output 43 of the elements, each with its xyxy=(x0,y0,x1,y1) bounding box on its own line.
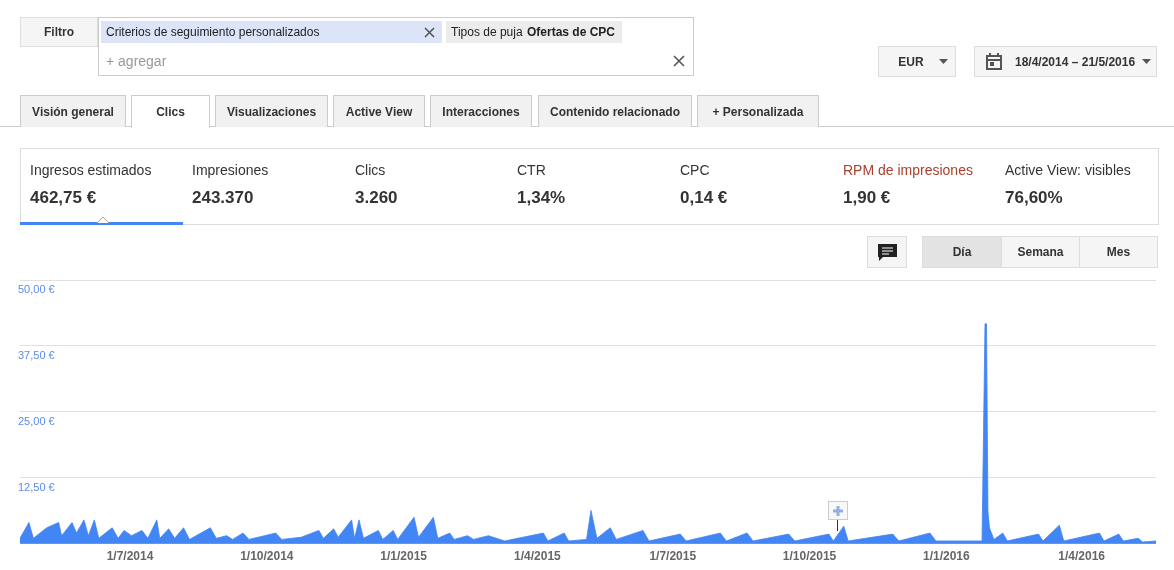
text: 1,34% xyxy=(517,187,567,209)
text: 0,14 € xyxy=(680,187,729,209)
text: Visión general xyxy=(20,95,126,127)
text: Clics xyxy=(131,95,210,128)
y-tick-label: 37,50 € xyxy=(18,348,55,361)
text: CTR xyxy=(517,161,547,180)
text: Ingresos estimados xyxy=(30,161,153,180)
text: Active View: visibles xyxy=(1005,161,1132,180)
text: Tipos de puja xyxy=(451,24,524,41)
text: EUR xyxy=(878,46,956,77)
text: 1,90 € xyxy=(843,187,892,209)
text: Ofertas de CPC xyxy=(527,24,617,41)
x-tick-label: 1/10/2015 xyxy=(782,549,837,564)
text: Mes xyxy=(1079,236,1158,268)
text: Active View xyxy=(333,95,425,127)
text: Impresiones xyxy=(192,161,270,180)
text: Filtro xyxy=(20,17,98,47)
text: Interacciones xyxy=(430,95,532,127)
x-tick-label: 1/7/2015 xyxy=(649,549,697,564)
x-tick-label: 1/7/2014 xyxy=(106,549,154,564)
text: 462,75 € xyxy=(30,187,98,209)
text: 76,60% xyxy=(1005,187,1064,209)
text: Criterios de seguimiento personalizados xyxy=(106,24,321,41)
x-tick-label: 1/4/2015 xyxy=(514,549,562,564)
y-tick-label: 25,00 € xyxy=(18,414,55,427)
text: 243.370 xyxy=(192,187,255,209)
text: RPM de impresiones xyxy=(843,161,974,180)
text: Semana xyxy=(1001,236,1080,268)
text: Día xyxy=(922,236,1002,268)
text: Visualizaciones xyxy=(215,95,328,127)
text: + Personalizada xyxy=(697,95,819,127)
text: Contenido relacionado xyxy=(538,95,692,127)
x-tick-label: 1/1/2016 xyxy=(922,549,971,564)
text: Clics xyxy=(355,161,387,180)
y-tick-label: 50,00 € xyxy=(18,283,55,296)
x-tick-label: 1/1/2015 xyxy=(380,549,428,564)
text: CPC xyxy=(680,161,711,180)
text: + agregar xyxy=(106,52,168,71)
text: 18/4/2014 – 21/5/2016 xyxy=(974,46,1157,77)
x-tick-label: 1/10/2014 xyxy=(240,549,294,564)
y-tick-label: 12,50 € xyxy=(18,480,55,493)
text: 3.260 xyxy=(355,187,399,209)
x-tick-label: 1/4/2016 xyxy=(1058,549,1106,564)
